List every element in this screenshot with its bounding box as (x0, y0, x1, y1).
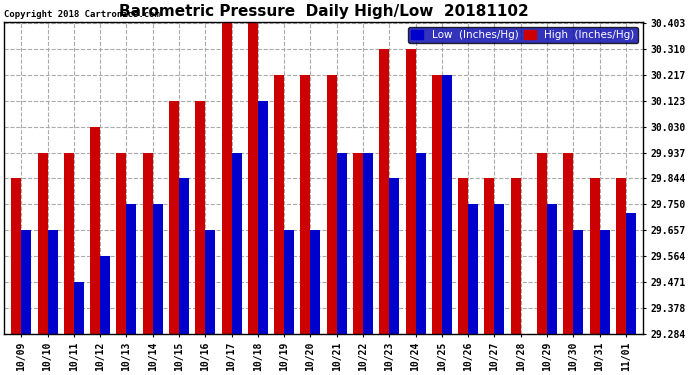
Bar (484, 178, 495, 334)
Bar (380, 49, 389, 334)
Bar (100, 256, 110, 334)
Bar (468, 204, 478, 334)
Bar (258, 101, 268, 334)
Bar (563, 153, 573, 334)
Bar (11, 178, 21, 334)
Bar (74, 282, 83, 334)
Bar (389, 178, 400, 334)
Bar (205, 230, 215, 334)
Bar (616, 178, 626, 334)
Bar (326, 75, 337, 334)
Bar (406, 49, 415, 334)
Title: Barometric Pressure  Daily High/Low  20181102: Barometric Pressure Daily High/Low 20181… (119, 4, 529, 19)
Bar (117, 153, 126, 334)
Bar (169, 101, 179, 334)
Bar (221, 23, 232, 334)
Bar (310, 230, 320, 334)
Bar (274, 75, 284, 334)
Bar (442, 75, 452, 334)
Bar (600, 230, 609, 334)
Bar (48, 230, 57, 334)
Bar (363, 153, 373, 334)
Bar (284, 230, 294, 334)
Bar (232, 153, 241, 334)
Bar (337, 153, 346, 334)
Bar (415, 153, 426, 334)
Bar (589, 178, 600, 334)
Text: Copyright 2018 Cartronics.com: Copyright 2018 Cartronics.com (4, 10, 160, 19)
Bar (143, 153, 152, 334)
Bar (432, 75, 442, 334)
Bar (179, 178, 189, 334)
Bar (547, 204, 557, 334)
Bar (300, 75, 310, 334)
Bar (21, 230, 31, 334)
Bar (126, 204, 137, 334)
Bar (511, 178, 521, 334)
Bar (37, 153, 48, 334)
Bar (495, 204, 504, 334)
Bar (248, 23, 258, 334)
Bar (195, 101, 205, 334)
Bar (353, 153, 363, 334)
Bar (573, 230, 583, 334)
Bar (458, 178, 468, 334)
Legend: Low  (Inches/Hg), High  (Inches/Hg): Low (Inches/Hg), High (Inches/Hg) (408, 27, 638, 43)
Bar (64, 153, 74, 334)
Bar (90, 127, 100, 334)
Bar (537, 153, 547, 334)
Bar (152, 204, 163, 334)
Bar (626, 213, 636, 334)
